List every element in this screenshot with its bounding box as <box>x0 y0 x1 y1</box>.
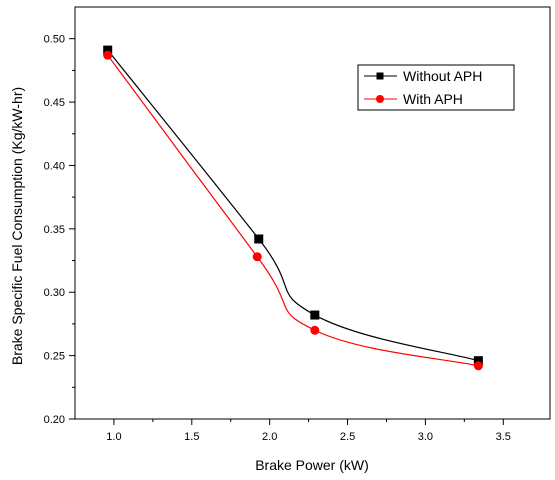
data-point-1 <box>310 325 320 335</box>
series-line-1 <box>107 54 479 367</box>
data-point-0 <box>473 356 483 366</box>
series-line-0 <box>107 49 479 362</box>
y-tick-label: 0.45 <box>44 97 65 109</box>
legend-marker-with-aph <box>376 95 384 103</box>
legend-label-with-aph: With APH <box>403 91 463 107</box>
plot-frame <box>74 6 551 420</box>
y-tick-label: 0.25 <box>44 351 65 363</box>
y-tick-label: 0.40 <box>44 160 65 172</box>
legend-marker-without-aph <box>376 72 384 80</box>
y-axis-title: Brake Specific Fuel Consumption (Kg/kW-h… <box>9 87 25 365</box>
x-axis-ticks: 1.0 1.5 2.0 2.5 3.0 3.5 <box>106 419 511 443</box>
series-layer <box>103 45 483 371</box>
data-point-0 <box>254 234 264 244</box>
y-tick-label: 0.20 <box>44 414 65 426</box>
x-tick-label: 1.0 <box>106 431 121 443</box>
x-tick-label: 3.0 <box>418 431 433 443</box>
x-tick-label: 2.0 <box>262 431 277 443</box>
legend: Without APH With APH <box>357 64 515 111</box>
legend-label-without-aph: Without APH <box>403 68 482 84</box>
data-point-1 <box>473 361 483 371</box>
data-point-1 <box>103 50 113 60</box>
x-axis-title: Brake Power (kW) <box>255 457 369 473</box>
y-tick-label: 0.35 <box>44 224 65 236</box>
data-point-0 <box>310 310 320 320</box>
y-tick-label: 0.50 <box>44 34 65 46</box>
x-tick-label: 3.5 <box>496 431 511 443</box>
data-point-1 <box>252 252 262 262</box>
y-tick-label: 0.30 <box>44 287 65 299</box>
x-tick-label: 1.5 <box>184 431 199 443</box>
y-axis-ticks: 0.20 0.25 0.30 0.35 0.40 0.45 0.50 <box>44 34 75 426</box>
legend-box <box>357 64 515 111</box>
data-point-0 <box>103 45 113 55</box>
x-tick-label: 2.5 <box>340 431 355 443</box>
